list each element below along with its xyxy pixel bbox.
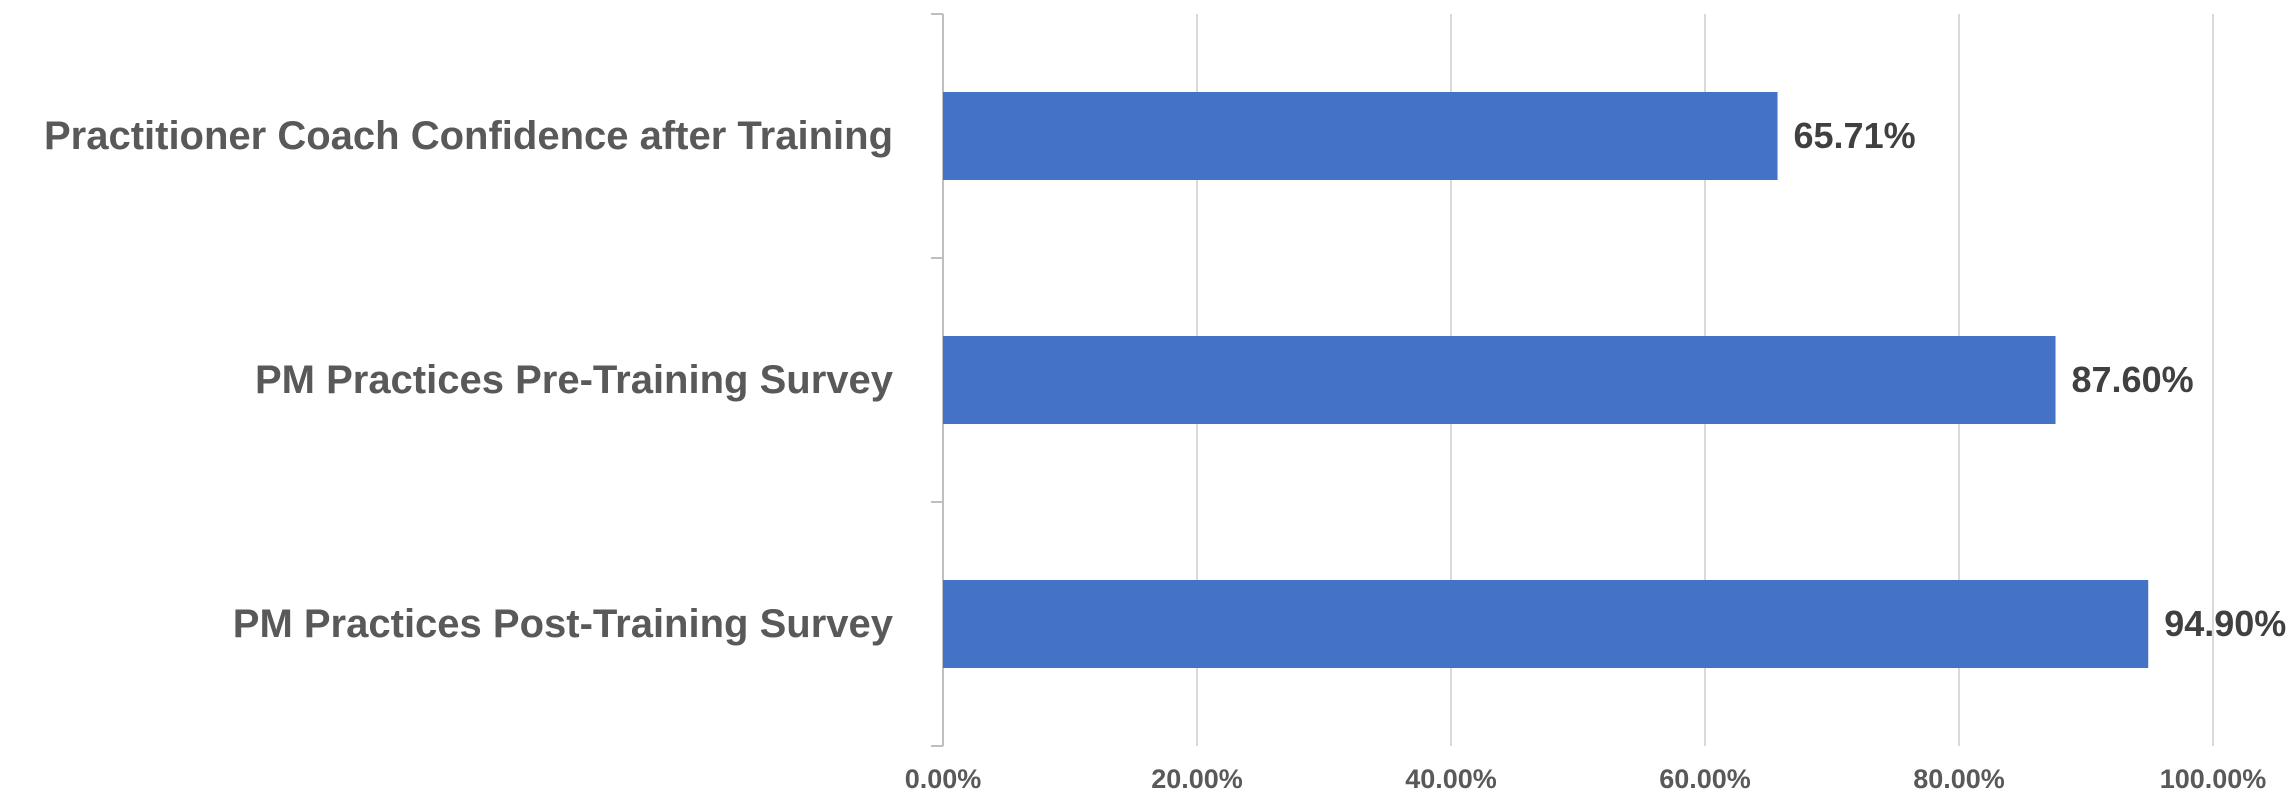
category-label: Practitioner Coach Confidence after Trai… [44,114,893,158]
bar [943,92,1778,180]
x-axis-tick-labels: 0.00% 20.00% 40.00% 60.00% 80.00% 100.00% [905,764,2267,794]
x-tick-label: 20.00% [1151,764,1243,794]
category-axis [931,13,944,747]
category-labels: Practitioner Coach Confidence after Trai… [44,114,894,646]
bar [943,580,2149,668]
bar-value-label: 65.71% [1794,115,1916,156]
data-labels: 65.71% 87.60% 94.90% [1794,115,2287,644]
category-label: PM Practices Post-Training Survey [233,602,894,646]
x-tick-label: 60.00% [1659,764,1751,794]
x-tick-label: 80.00% [1913,764,2005,794]
category-label: PM Practices Pre-Training Survey [255,358,894,402]
bar-value-label: 94.90% [2164,603,2286,644]
bar [943,336,2056,424]
x-tick-label: 0.00% [905,764,982,794]
bar-value-label: 87.60% [2072,359,2194,400]
x-tick-label: 40.00% [1405,764,1497,794]
bars [943,92,2149,668]
x-tick-label: 100.00% [2160,764,2267,794]
